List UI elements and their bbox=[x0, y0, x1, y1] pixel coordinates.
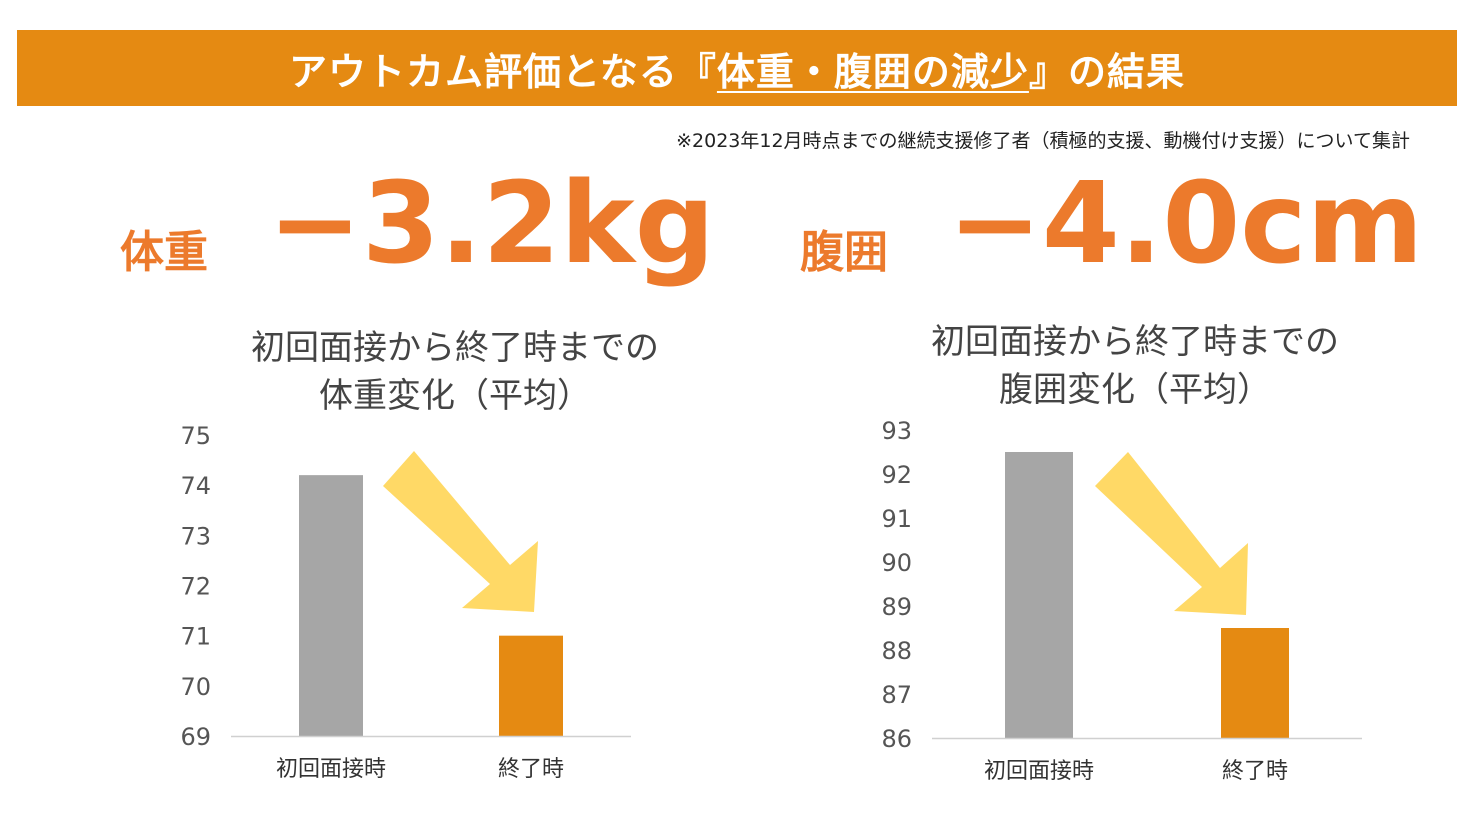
weight-bar-final bbox=[499, 635, 563, 736]
weight-chart-title-line-2: 体重変化（平均） bbox=[319, 376, 591, 416]
waist-ytick-label: 86 bbox=[881, 725, 912, 753]
weight-category-label: 初回面接時 bbox=[276, 757, 386, 782]
waist-ytick-label: 91 bbox=[881, 505, 912, 533]
weight-ytick-label: 75 bbox=[180, 422, 211, 450]
waist-ytick-label: 89 bbox=[881, 593, 912, 621]
weight-stat-label: 体重 bbox=[120, 227, 208, 278]
weight-ytick-label: 72 bbox=[180, 573, 211, 601]
weight-chart-title-line-1: 初回面接から終了時までの bbox=[251, 328, 659, 368]
title-prefix: アウトカム評価となる『 bbox=[289, 49, 717, 94]
weight-chart-title: 初回面接から終了時までの 体重変化（平均） bbox=[190, 324, 720, 420]
title-banner: アウトカム評価となる『体重・腹囲の減少』の結果 bbox=[17, 30, 1457, 106]
waist-ytick-label: 93 bbox=[881, 417, 912, 445]
waist-chart-title: 初回面接から終了時までの 腹囲変化（平均） bbox=[870, 318, 1400, 414]
weight-stat-value: −3.2kg bbox=[268, 159, 715, 289]
weight-ytick-label: 71 bbox=[180, 623, 211, 651]
waist-bar-final bbox=[1221, 628, 1289, 738]
page-title: アウトカム評価となる『体重・腹囲の減少』の結果 bbox=[289, 41, 1185, 96]
waist-ytick-label: 92 bbox=[881, 461, 912, 489]
waist-ytick-label: 87 bbox=[881, 681, 912, 709]
waist-category-label: 初回面接時 bbox=[984, 759, 1094, 784]
waist-category-label: 終了時 bbox=[1222, 759, 1288, 784]
title-suffix: 』の結果 bbox=[1028, 49, 1185, 94]
weight-ytick-label: 70 bbox=[180, 673, 211, 701]
waist-stat-value: −4.0cm bbox=[948, 159, 1424, 289]
waist-ytick-label: 90 bbox=[881, 549, 912, 577]
weight-ytick-label: 74 bbox=[180, 472, 211, 500]
weight-category-label: 終了時 bbox=[498, 757, 564, 782]
aggregation-note: ※2023年12月時点までの継続支援修了者（積極的支援、動機付け支援）について集… bbox=[676, 130, 1410, 152]
weight-ytick-label: 73 bbox=[180, 522, 211, 550]
waist-ytick-label: 88 bbox=[881, 637, 912, 665]
weight-ytick-label: 69 bbox=[180, 723, 211, 751]
waist-arrow-shape bbox=[1095, 452, 1248, 615]
waist-chart-title-line-2: 腹囲変化（平均） bbox=[999, 370, 1271, 410]
waist-stat-label: 腹囲 bbox=[800, 227, 888, 278]
waist-bar-initial bbox=[1005, 452, 1073, 738]
waist-chart-title-line-1: 初回面接から終了時までの bbox=[931, 322, 1339, 362]
weight-arrow-shape bbox=[383, 451, 538, 612]
weight-bar-initial bbox=[299, 475, 363, 736]
title-highlight: 体重・腹囲の減少 bbox=[716, 49, 1029, 94]
